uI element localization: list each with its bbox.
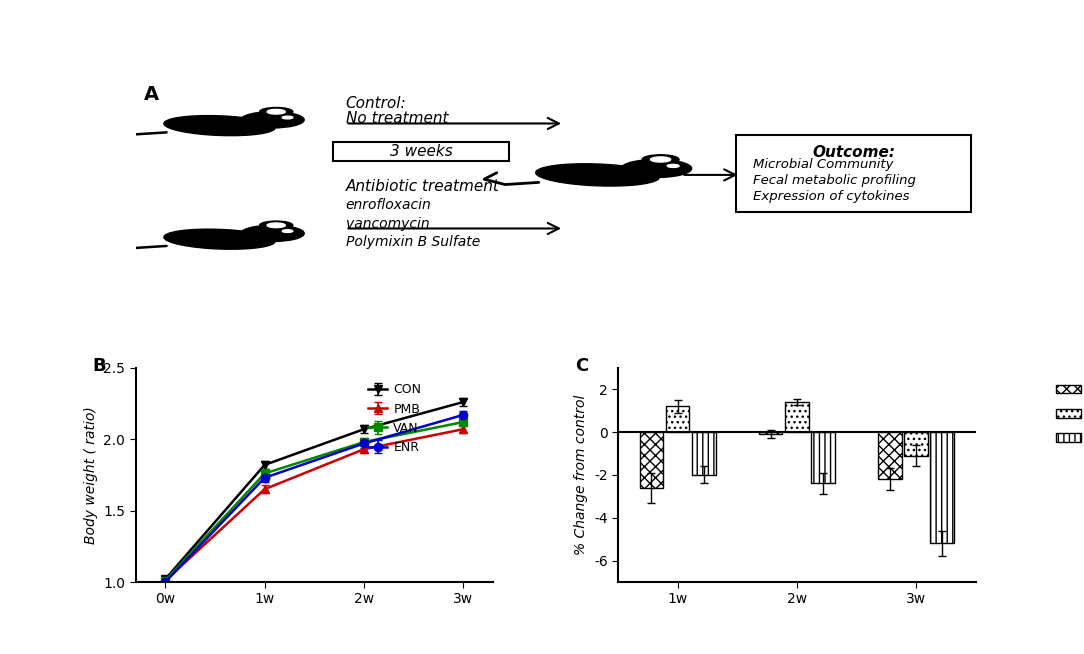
Circle shape (241, 226, 305, 241)
Ellipse shape (164, 229, 275, 249)
Text: vancomycin: vancomycin (346, 216, 429, 231)
Text: No treatment: No treatment (346, 111, 448, 126)
Text: Outcome:: Outcome: (812, 145, 895, 160)
Text: Microbial Community: Microbial Community (753, 158, 893, 171)
Text: Expression of cytokines: Expression of cytokines (753, 190, 909, 203)
Bar (785, 402, 809, 432)
Circle shape (259, 107, 293, 116)
Ellipse shape (164, 116, 275, 135)
Ellipse shape (535, 164, 659, 186)
Legend: ENR, VAN, PMB: ENR, VAN, PMB (1051, 378, 1084, 450)
Bar (930, 432, 954, 543)
Legend: CON, PMB, VAN, ENR: CON, PMB, VAN, ENR (363, 378, 426, 459)
Text: enrofloxacin: enrofloxacin (346, 198, 431, 213)
Circle shape (282, 230, 293, 232)
Bar (692, 432, 715, 475)
Text: 3 weeks: 3 weeks (390, 144, 452, 159)
Text: Antibiotic treatment: Antibiotic treatment (346, 179, 500, 194)
Text: Fecal metabolic profiling: Fecal metabolic profiling (753, 174, 916, 187)
Circle shape (282, 116, 293, 119)
Bar (878, 432, 902, 479)
Circle shape (668, 164, 679, 167)
FancyBboxPatch shape (333, 142, 509, 161)
Circle shape (642, 155, 679, 164)
Text: B: B (92, 357, 106, 375)
Y-axis label: Body weight ( ratio): Body weight ( ratio) (83, 406, 98, 543)
Bar (811, 432, 835, 483)
Circle shape (621, 160, 692, 177)
Bar (759, 432, 783, 434)
Text: Polymixin B Sulfate: Polymixin B Sulfate (346, 235, 480, 249)
Text: Control:: Control: (346, 95, 406, 111)
Y-axis label: % Change from control: % Change from control (575, 395, 589, 555)
Bar (904, 432, 928, 456)
Bar (666, 406, 689, 432)
Circle shape (259, 221, 293, 230)
Circle shape (650, 157, 671, 162)
FancyBboxPatch shape (736, 135, 971, 213)
Text: C: C (576, 357, 589, 375)
Circle shape (267, 109, 285, 114)
Circle shape (241, 112, 305, 128)
Bar (640, 432, 663, 488)
Text: A: A (144, 85, 159, 104)
Circle shape (267, 223, 285, 228)
